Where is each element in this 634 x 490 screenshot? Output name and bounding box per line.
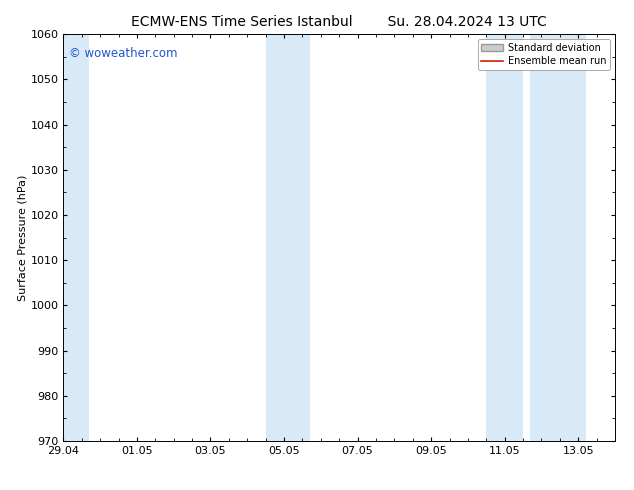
- Bar: [63, 34, 89, 441]
- Text: © woweather.com: © woweather.com: [69, 47, 178, 59]
- Bar: [531, 34, 586, 441]
- Legend: Standard deviation, Ensemble mean run: Standard deviation, Ensemble mean run: [477, 39, 610, 70]
- Y-axis label: Surface Pressure (hPa): Surface Pressure (hPa): [18, 174, 28, 301]
- Bar: [486, 34, 523, 441]
- Title: ECMW-ENS Time Series Istanbul        Su. 28.04.2024 13 UTC: ECMW-ENS Time Series Istanbul Su. 28.04.…: [131, 15, 547, 29]
- Bar: [266, 34, 310, 441]
